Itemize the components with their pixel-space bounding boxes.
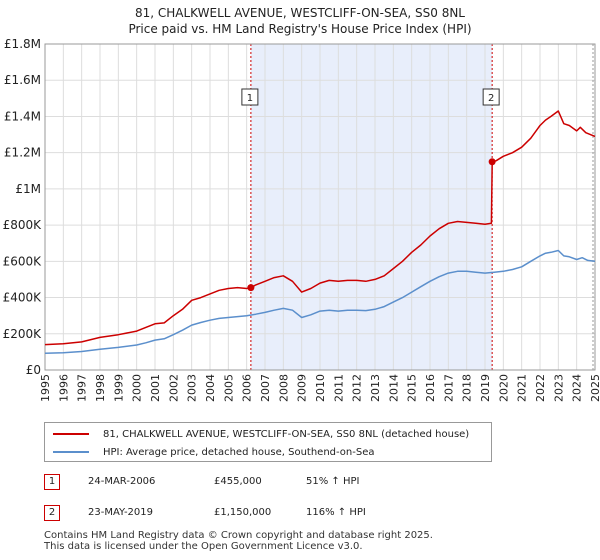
annotation-price: £1,150,000 xyxy=(214,507,272,518)
footer: Contains HM Land Registry data © Crown c… xyxy=(44,530,433,552)
y-tick-label: £1M xyxy=(15,182,41,196)
x-tick-label: 2010 xyxy=(314,374,327,402)
y-tick-label: £1.8M xyxy=(4,37,41,51)
y-tick-label: £800K xyxy=(3,218,43,232)
chart-title: 81, CHALKWELL AVENUE, WESTCLIFF-ON-SEA, … xyxy=(134,6,465,20)
legend-item-property: 81, CHALKWELL AVENUE, WESTCLIFF-ON-SEA, … xyxy=(53,425,469,443)
annotation-date: 23-MAY-2019 xyxy=(88,507,154,518)
ownership-shading xyxy=(250,44,493,370)
x-tick-label: 2007 xyxy=(259,374,272,402)
x-tick-label: 2024 xyxy=(571,374,584,402)
hpi-line xyxy=(44,249,596,355)
x-tick-label: 2014 xyxy=(387,374,400,402)
annotation-date: 24-MAR-2006 xyxy=(88,476,156,487)
y-tick-label: £0 xyxy=(26,363,41,377)
x-tick-label: 2022 xyxy=(534,374,547,402)
x-tick-label: 2017 xyxy=(442,374,455,402)
x-tick-label: 1996 xyxy=(57,374,70,402)
y-tick-label: £1.4M xyxy=(4,109,41,123)
footer-copyright: Contains HM Land Registry data © Crown c… xyxy=(44,530,433,541)
plot-frame xyxy=(44,43,596,371)
property-price-line xyxy=(44,110,596,346)
annotation-badge: 1 xyxy=(44,474,60,490)
x-tick-label: 2021 xyxy=(516,374,529,402)
x-tick-label: 2003 xyxy=(186,374,199,402)
x-tick-label: 2005 xyxy=(222,374,235,402)
price-chart: £0 £200K £400K £600K £800K £1M £1.2M £1.4M £1.6M… xyxy=(3,37,600,402)
annotation-price: £455,000 xyxy=(214,476,262,487)
y-tick-label: £1.2M xyxy=(4,146,41,160)
x-tick-label: 2013 xyxy=(369,374,382,402)
legend-label-property: 81, CHALKWELL AVENUE, WESTCLIFF-ON-SEA, … xyxy=(103,428,470,440)
x-tick-label: 2002 xyxy=(167,374,180,402)
y-tick-label: £400K xyxy=(3,291,43,305)
x-tick-label: 1995 xyxy=(39,374,52,402)
annotation-row-2: 2 23-MAY-2019 £1,150,000 116% ↑ HPI xyxy=(44,505,444,523)
x-tick-label: 2018 xyxy=(461,374,474,402)
legend-item-hpi: HPI: Average price, detached house, Sout… xyxy=(53,443,375,461)
x-tick-label: 2023 xyxy=(552,374,565,402)
x-tick-label: 2020 xyxy=(497,374,510,402)
sale-label-box xyxy=(241,88,259,106)
x-tick-label: 2011 xyxy=(332,374,345,402)
sale-label: 2 xyxy=(488,93,494,104)
y-tick-label: £600K xyxy=(3,254,43,268)
sale-label-box xyxy=(482,88,500,106)
x-tick-label: 2001 xyxy=(149,374,162,402)
sale-point xyxy=(247,284,255,292)
legend-swatch-hpi xyxy=(53,451,89,453)
y-tick-label: £200K xyxy=(3,327,43,341)
x-tick-label: 2025 xyxy=(589,374,600,402)
legend: 81, CHALKWELL AVENUE, WESTCLIFF-ON-SEA, … xyxy=(44,422,492,462)
x-tick-label: 2015 xyxy=(406,374,419,402)
x-tick-label: 2009 xyxy=(296,374,309,402)
x-tick-label: 2016 xyxy=(424,374,437,402)
x-tick-label: 2000 xyxy=(131,374,144,402)
legend-label-hpi: HPI: Average price, detached house, Sout… xyxy=(103,446,375,458)
x-tick-label: 2012 xyxy=(351,374,364,402)
x-tick-label: 2008 xyxy=(277,374,290,402)
annotation-hpi: 51% ↑ HPI xyxy=(306,476,360,487)
x-tick-label: 2019 xyxy=(479,374,492,402)
footer-license: This data is licensed under the Open Gov… xyxy=(44,541,363,552)
x-tick-label: 2006 xyxy=(241,374,254,402)
annotation-badge: 2 xyxy=(44,505,60,521)
legend-swatch-property xyxy=(53,433,89,435)
x-tick-label: 1999 xyxy=(112,374,125,402)
x-tick-label: 1997 xyxy=(76,374,89,402)
sale-point xyxy=(488,158,496,166)
x-tick-label: 2004 xyxy=(204,374,217,402)
sale-label: 1 xyxy=(247,93,253,104)
chart-subtitle: Price paid vs. HM Land Registry's House … xyxy=(128,22,472,36)
y-tick-label: £1.6M xyxy=(4,73,41,87)
x-tick-label: 1998 xyxy=(94,374,107,402)
annotation-hpi: 116% ↑ HPI xyxy=(306,507,366,518)
annotation-row-1: 1 24-MAR-2006 £455,000 51% ↑ HPI xyxy=(44,474,444,492)
